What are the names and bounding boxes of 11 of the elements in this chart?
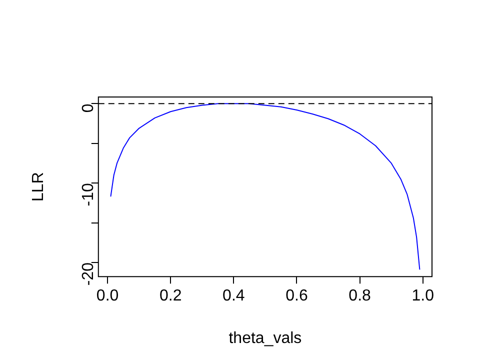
x-tick-label: 0.8 [348, 288, 372, 305]
x-tick-label: 0.4 [222, 288, 245, 305]
x-tick-label: 0.0 [96, 288, 119, 305]
x-tick-label: 1.0 [412, 288, 434, 305]
y-tick-label: 0 [80, 104, 97, 113]
x-axis-title: theta_vals [228, 330, 302, 347]
x-tick-label: 0.6 [286, 288, 308, 305]
y-axis-title: LLR [30, 172, 48, 202]
y-tick-label: -20 [80, 262, 97, 286]
y-tick-label: -10 [80, 182, 97, 206]
x-tick-label: 0.2 [159, 288, 182, 305]
